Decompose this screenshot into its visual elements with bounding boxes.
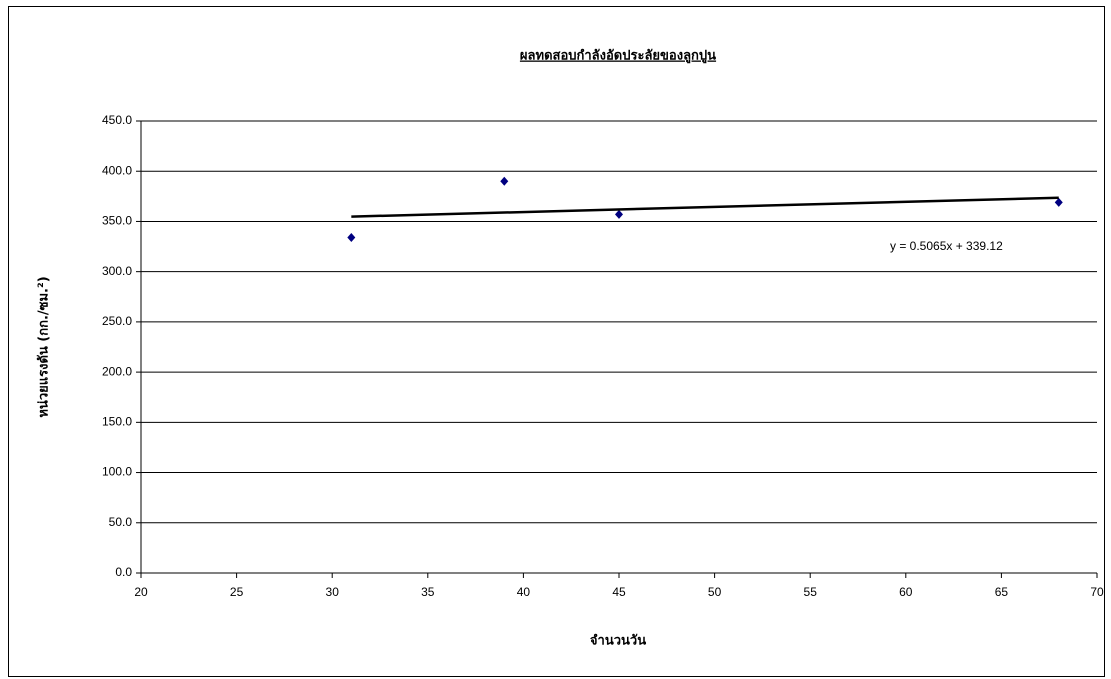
x-axis-label: จำนวนวัน [590, 633, 646, 649]
trendline-equation: y = 0.5065x + 339.12 [890, 239, 1003, 253]
x-tick-label: 65 [995, 585, 1009, 599]
x-tick-label: 50 [708, 585, 722, 599]
chart-border [8, 6, 1105, 677]
y-tick-label: 0.0 [115, 565, 132, 579]
point [1054, 197, 1063, 207]
x-tick-label: 40 [517, 585, 531, 599]
point [615, 209, 623, 219]
y-tick-label: 450.0 [102, 113, 132, 127]
trendline [351, 196, 1059, 218]
y-tick-label: 100.0 [102, 465, 132, 479]
y-tick-label: 250.0 [102, 314, 132, 328]
chart-title: ผลทดสอบกำลังอัดประลัยของลูกปูน [520, 48, 716, 64]
x-tick-label: 30 [326, 585, 340, 599]
y-tick-label: 300.0 [102, 264, 132, 278]
y-tick-label: 150.0 [102, 415, 132, 429]
point [347, 233, 356, 243]
y-tick-label: 350.0 [102, 214, 132, 228]
point [500, 176, 509, 186]
x-tick-label: 55 [804, 585, 818, 599]
x-tick-label: 35 [421, 585, 435, 599]
x-tick-label: 45 [612, 585, 626, 599]
y-tick-label: 400.0 [102, 163, 132, 177]
x-tick-label: 70 [1090, 585, 1104, 599]
y-axis-label: หน่วยแรงดัน (กก./ซม.²) [37, 276, 52, 417]
x-tick-label: 25 [230, 585, 244, 599]
x-tick-label: 60 [899, 585, 913, 599]
y-tick-label: 200.0 [102, 364, 132, 378]
x-tick-label: 20 [134, 585, 148, 599]
y-tick-label: 50.0 [109, 515, 133, 529]
